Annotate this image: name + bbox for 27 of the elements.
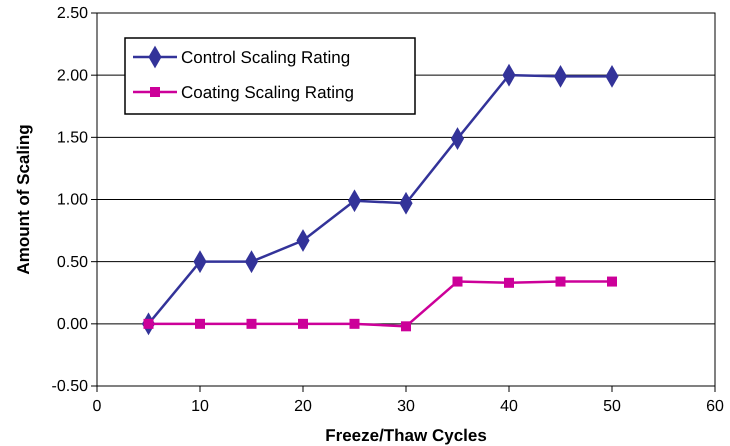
point <box>298 318 308 329</box>
point <box>350 318 360 329</box>
y-axis-title: Amount of Scaling <box>14 124 33 275</box>
x-tick-label: 10 <box>191 398 209 415</box>
x-axis-title: Freeze/Thaw Cycles <box>325 426 487 445</box>
point <box>556 276 566 287</box>
point <box>195 318 205 329</box>
x-tick-label: 60 <box>706 398 724 415</box>
point <box>246 318 256 329</box>
x-tick-label: 20 <box>294 398 312 415</box>
x-tick-label: 50 <box>603 398 621 415</box>
y-tick-label: -0.50 <box>52 378 88 396</box>
legend-label: Coating Scaling Rating <box>181 83 354 102</box>
point <box>607 276 617 287</box>
x-tick-label: 0 <box>92 398 102 415</box>
point <box>401 321 411 332</box>
y-tick-label: 0.50 <box>56 254 88 271</box>
y-tick-label: 1.00 <box>56 192 88 209</box>
y-tick-label: 2.50 <box>56 5 88 22</box>
y-tick-label: 2.00 <box>56 67 88 84</box>
y-tick-label: 0.00 <box>56 316 88 333</box>
point <box>452 276 462 287</box>
x-tick-label: 40 <box>500 398 518 415</box>
point <box>504 278 514 288</box>
x-tick-label: 30 <box>397 398 415 415</box>
y-tick-label: 1.50 <box>56 129 88 146</box>
legend-label: Control Scaling Rating <box>181 48 350 67</box>
